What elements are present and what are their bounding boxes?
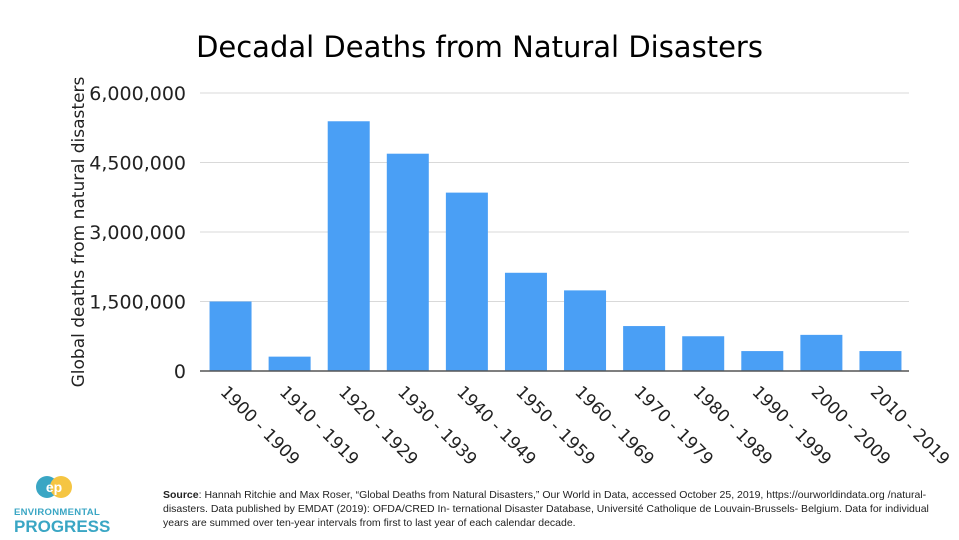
bar-1980-1989: [682, 336, 725, 371]
source-note: Source: Hannah Ritchie and Max Roser, “G…: [163, 488, 943, 530]
source-text: : Hannah Ritchie and Max Roser, “Global …: [163, 489, 929, 529]
bar-1930-1939: [386, 153, 429, 371]
bar-1900-1909: [209, 301, 252, 371]
svg-text:ep: ep: [46, 479, 62, 495]
bar-1990-1999: [741, 351, 784, 371]
logo-line1: ENVIRONMENTAL: [14, 507, 101, 518]
bar-1940-1949: [445, 192, 488, 371]
logo-line2: PROGRESS: [14, 517, 111, 536]
bar-2010-2019: [859, 351, 902, 371]
bar-chart: 01,500,0003,000,0004,500,0006,000,000190…: [69, 76, 953, 469]
source-label: Source: [163, 489, 199, 501]
bar-1960-1969: [564, 290, 607, 371]
environmental-progress-logo: ep ENVIRONMENTAL PROGRESS: [14, 474, 111, 536]
y-tick-label: 6,000,000: [89, 83, 186, 105]
chart-title: Decadal Deaths from Natural Disasters: [196, 30, 763, 64]
y-tick-label: 3,000,000: [89, 222, 186, 244]
bar-1920-1929: [327, 121, 370, 371]
y-axis-label: Global deaths from natural disasters: [69, 76, 89, 387]
y-tick-label: 1,500,000: [89, 292, 186, 314]
bar-1970-1979: [623, 326, 666, 371]
y-tick-label: 0: [174, 361, 186, 383]
bar-2000-2009: [800, 334, 843, 371]
ep-logo-icon: ep: [36, 476, 72, 498]
y-tick-label: 4,500,000: [89, 153, 186, 175]
bar-1950-1959: [504, 272, 547, 371]
bar-1910-1919: [268, 356, 311, 371]
